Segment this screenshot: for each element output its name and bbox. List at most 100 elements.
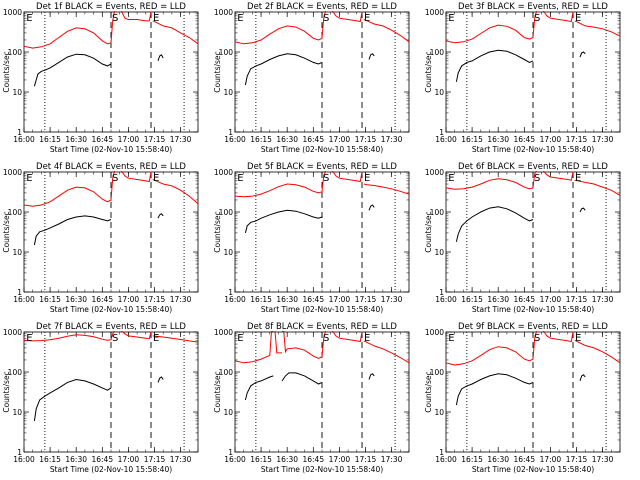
x-tick-label: 16:00 — [435, 295, 457, 304]
x-tick-label: 16:45 — [513, 135, 535, 144]
events-series-line — [368, 53, 375, 60]
lld-series-line — [574, 20, 620, 37]
y-tick-label: 1 — [228, 128, 233, 137]
y-tick-label: 100 — [8, 368, 23, 377]
events-series-line — [579, 207, 586, 213]
panel-title: Det 1f BLACK = Events, RED = LLD — [36, 2, 186, 12]
y-tick-label: 1 — [17, 288, 22, 297]
x-tick-label: 16:00 — [224, 455, 246, 464]
y-tick-label: 10 — [434, 408, 444, 417]
y-tick-label: 100 — [430, 368, 445, 377]
y-tick-label: 1 — [439, 448, 444, 457]
panel-title: Det 7f BLACK = Events, RED = LLD — [36, 322, 186, 332]
x-tick-label: 16:00 — [435, 455, 457, 464]
x-tick-label: 17:00 — [329, 135, 351, 144]
y-tick-label: 10 — [223, 408, 233, 417]
x-tick-label: 16:30 — [276, 455, 298, 464]
x-axis-label: Start Time (02-Nov-10 15:58:40) — [50, 465, 172, 474]
lld-series-line — [543, 171, 574, 181]
x-tick-label: 17:00 — [329, 295, 351, 304]
y-tick-label: 1000 — [425, 8, 444, 17]
panel-title: Det 6f BLACK = Events, RED = LLD — [458, 162, 608, 172]
y-tick-label: 100 — [219, 208, 234, 217]
x-tick-label: 16:45 — [91, 295, 113, 304]
y-axis-label: Counts/sec — [213, 51, 222, 92]
y-tick-label: 10 — [12, 408, 22, 417]
x-tick-label: 16:30 — [487, 295, 509, 304]
events-series-line — [455, 373, 534, 406]
panel-title: Det 8f BLACK = Events, RED = LLD — [247, 322, 397, 332]
start-marker-label: S — [534, 333, 540, 344]
x-tick-label: 17:30 — [170, 295, 192, 304]
end-marker-label: E — [26, 13, 32, 24]
x-tick-label: 16:30 — [65, 135, 87, 144]
y-tick-label: 1000 — [3, 8, 22, 17]
lld-series-line — [152, 20, 198, 45]
panel-title: Det 9f BLACK = Events, RED = LLD — [458, 322, 608, 332]
series-group — [446, 331, 620, 406]
lld-series-line — [331, 331, 363, 343]
events-series-line — [33, 215, 112, 246]
y-tick-label: 1 — [17, 448, 22, 457]
end-marker-label: E — [364, 173, 370, 184]
x-tick-label: 16:00 — [13, 455, 35, 464]
series-group — [24, 11, 198, 87]
events-series-line — [368, 204, 375, 211]
events-series-line — [157, 376, 164, 383]
y-axis-label: Counts/sec — [424, 371, 433, 412]
y-tick-label: 10 — [12, 248, 22, 257]
x-tick-label: 16:15 — [250, 135, 272, 144]
y-tick-label: 1 — [228, 448, 233, 457]
lld-series-line — [24, 171, 115, 207]
y-axis-label: Counts/sec — [424, 51, 433, 92]
lld-series-line — [24, 331, 115, 342]
x-axis-label: Start Time (02-Nov-10 15:58:40) — [50, 305, 172, 314]
y-tick-label: 10 — [434, 88, 444, 97]
start-marker-label: S — [323, 13, 329, 24]
events-series-line — [281, 372, 323, 385]
end-marker-label: E — [448, 333, 454, 344]
series-group — [446, 171, 620, 242]
x-tick-label: 16:00 — [13, 295, 35, 304]
y-tick-label: 100 — [219, 368, 234, 377]
x-tick-label: 17:00 — [118, 295, 140, 304]
y-axis-label: Counts/sec — [2, 211, 11, 252]
lld-series-line — [446, 171, 537, 190]
lld-series-line — [331, 171, 363, 183]
x-axis-label: Start Time (02-Nov-10 15:58:40) — [472, 305, 594, 314]
x-tick-label: 16:30 — [65, 455, 87, 464]
x-tick-label: 16:15 — [250, 455, 272, 464]
x-tick-label: 17:30 — [592, 455, 614, 464]
events-series-line — [368, 373, 375, 380]
x-tick-label: 16:45 — [302, 135, 324, 144]
x-tick-label: 17:15 — [566, 455, 588, 464]
events-series-line — [579, 51, 586, 58]
panel-title: Det 4f BLACK = Events, RED = LLD — [36, 162, 186, 172]
end-marker-label: E — [237, 13, 243, 24]
y-axis-label: Counts/sec — [2, 51, 11, 92]
series-group — [235, 11, 409, 86]
y-tick-label: 1000 — [214, 8, 233, 17]
y-tick-label: 10 — [12, 88, 22, 97]
lld-series-line — [121, 331, 152, 340]
detector-panel-7: Det 7f BLACK = Events, RED = LLD 1 10 100 10… — [2, 322, 199, 474]
x-tick-label: 17:00 — [540, 295, 562, 304]
end-marker-label: E — [364, 333, 370, 344]
series-group — [446, 11, 620, 82]
x-tick-label: 17:00 — [118, 135, 140, 144]
y-tick-label: 100 — [430, 48, 445, 57]
x-tick-label: 16:45 — [91, 135, 113, 144]
y-tick-label: 100 — [430, 208, 445, 217]
x-tick-label: 16:15 — [461, 135, 483, 144]
x-tick-label: 16:30 — [487, 455, 509, 464]
x-tick-label: 16:15 — [39, 295, 61, 304]
detector-panel-3: Det 3f BLACK = Events, RED = LLD 1 10 100 10… — [424, 2, 621, 154]
x-axis-label: Start Time (02-Nov-10 15:58:40) — [261, 465, 383, 474]
y-tick-label: 1000 — [214, 328, 233, 337]
events-series-line — [33, 378, 112, 421]
x-tick-label: 17:30 — [592, 135, 614, 144]
x-tick-label: 16:15 — [461, 295, 483, 304]
end-marker-label: E — [153, 13, 159, 24]
detector-panel-1: Det 1f BLACK = Events, RED = LLD 1 10 100 10… — [2, 2, 199, 154]
x-tick-label: 17:15 — [566, 135, 588, 144]
